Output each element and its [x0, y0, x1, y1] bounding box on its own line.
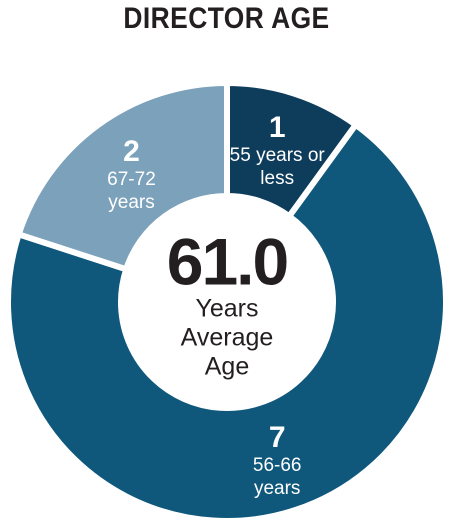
value-label: 1	[268, 111, 286, 145]
donut-segment	[5, 120, 449, 524]
value-label: 2	[123, 134, 140, 168]
center-label: 61.0 Years Average Age	[137, 229, 317, 382]
center-text: Years Average Age	[180, 294, 274, 381]
category-label: 56-66 years	[252, 454, 302, 499]
category-label: 67-72 years	[107, 168, 156, 213]
category-label: 55 years or less	[229, 145, 325, 190]
value-label: 7	[268, 420, 286, 454]
segment-label: 2 67-72 years	[81, 134, 181, 214]
segment-label: 1 55 years or less	[227, 112, 327, 190]
segment-label: 7 56-66 years	[227, 420, 327, 500]
donut-segment	[14, 79, 230, 274]
center-value: 61.0	[166, 224, 289, 299]
chart-title: DIRECTOR AGE	[123, 2, 330, 35]
